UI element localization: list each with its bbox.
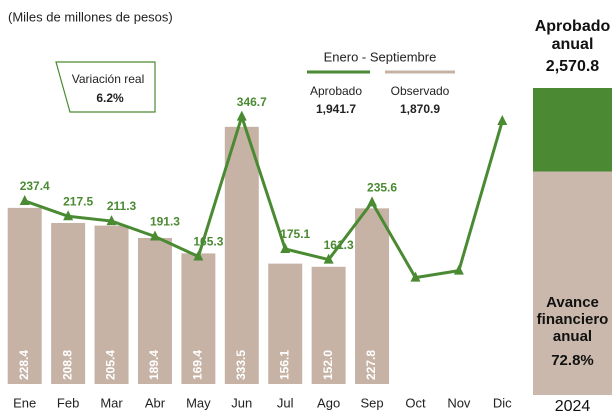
x-tick-label: Abr <box>145 395 166 410</box>
x-tick-label: Nov <box>447 395 471 410</box>
point-label: 165.3 <box>193 235 223 249</box>
marker <box>193 250 204 261</box>
point-label: 211.3 <box>107 199 137 213</box>
marker <box>280 242 291 253</box>
x-tick-label: Feb <box>57 395 79 410</box>
marker <box>453 264 464 275</box>
line <box>24 111 504 280</box>
point-label: 175.1 <box>280 227 310 241</box>
marker <box>410 271 421 282</box>
subtitle: (Miles de millones de pesos) <box>8 9 173 24</box>
marker <box>106 215 117 226</box>
point-label: 346.7 <box>237 95 267 109</box>
variation-label: Variación real <box>72 72 144 86</box>
bar <box>7 207 42 384</box>
marker <box>19 194 30 205</box>
bar <box>51 222 86 384</box>
x-tick-label: Jun <box>231 395 252 410</box>
x-tick-label: Sep <box>360 395 383 410</box>
bar <box>355 208 390 384</box>
year-label: 2024 <box>554 398 591 415</box>
bar-label: 208.8 <box>60 350 74 380</box>
x-tick-label: Jul <box>277 395 294 410</box>
point-label: 235.6 <box>367 180 397 194</box>
point-label: 161.3 <box>324 238 354 252</box>
bar <box>181 253 216 384</box>
bar-label: 205.4 <box>104 350 118 380</box>
progress-label: Avance financiero anual <box>536 294 609 345</box>
bar-label: 228.4 <box>17 350 31 380</box>
marker <box>497 115 508 126</box>
variation-value: 6.2% <box>96 91 124 105</box>
point-label: 191.3 <box>150 215 180 229</box>
marker <box>236 110 247 121</box>
bar-label: 169.4 <box>191 350 205 380</box>
legend-total: 1,870.9 <box>400 102 440 116</box>
point-label: 217.5 <box>63 194 93 208</box>
annual-progress <box>533 171 612 395</box>
x-tick-label: Oct <box>405 395 426 410</box>
legend-label: Aprobado <box>310 84 362 98</box>
bar-label: 189.4 <box>147 350 161 380</box>
marker <box>149 230 160 241</box>
x-tick-label: May <box>186 395 211 410</box>
legend-total: 1,941.7 <box>316 102 356 116</box>
x-tick-label: Ene <box>13 395 36 410</box>
bar <box>224 126 259 384</box>
annual-approved-value: 2,570.8 <box>545 58 600 75</box>
legend-label: Observado <box>391 84 450 98</box>
x-tick-label: Ago <box>317 395 340 410</box>
variation-box <box>55 61 156 113</box>
bar <box>137 237 172 384</box>
annual-approved <box>533 88 612 172</box>
x-tick-label: Dic <box>493 395 512 410</box>
bar <box>311 266 346 384</box>
marker <box>367 196 378 207</box>
annual-approved-label: Aprobado anual <box>534 18 611 53</box>
bar-label: 227.8 <box>364 350 378 380</box>
bar-label: 333.5 <box>234 350 248 380</box>
bar-label: 152.0 <box>321 350 335 380</box>
progress-value: 72.8% <box>551 352 594 369</box>
x-tick-label: Mar <box>100 395 123 410</box>
bar <box>94 225 129 384</box>
legend-title: Enero - Septiembre <box>324 49 437 64</box>
marker <box>63 210 74 221</box>
point-label: 237.4 <box>20 179 50 193</box>
bar-label: 156.1 <box>277 350 291 380</box>
marker <box>323 253 334 264</box>
bar <box>268 263 303 384</box>
